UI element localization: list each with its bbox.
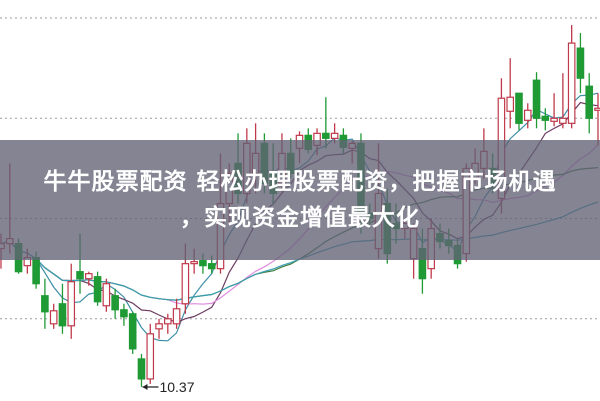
candle-down [576, 47, 585, 79]
candle-down [41, 295, 49, 313]
candle-up [172, 308, 181, 325]
candle-down [128, 313, 137, 350]
candle-down [76, 271, 84, 280]
candle-down [120, 309, 128, 318]
candle-up [506, 96, 515, 112]
candle-up [181, 263, 190, 305]
candle-down [515, 92, 523, 124]
candle-up [102, 283, 111, 307]
candle-down [322, 132, 330, 139]
candle-up [84, 273, 93, 280]
candle-down [199, 260, 207, 267]
candle-up [67, 281, 76, 327]
candle-down [32, 257, 40, 285]
candle-down [541, 115, 550, 121]
candle-up [559, 117, 567, 124]
headline-line-2: ，实现资金增值最大化 [180, 205, 420, 231]
candle-down [585, 85, 594, 119]
candle-up [594, 107, 600, 111]
candle-down [58, 303, 67, 327]
candle-up [550, 117, 558, 122]
candle-up [164, 318, 172, 325]
headline-banner: 牛牛股票配资 轻松办理股票配资，把握市场机遇 ，实现资金增值最大化 [0, 140, 600, 260]
candle-down [532, 79, 541, 119]
headline-line-1: 牛牛股票配资 轻松办理股票配资，把握市场机遇 [43, 169, 557, 195]
candle-up [567, 42, 576, 124]
candle-down [93, 276, 102, 303]
candle-down [111, 295, 119, 311]
low-price-label: 10.37 [159, 379, 194, 395]
candle-down [137, 358, 146, 380]
candle-up [146, 333, 155, 380]
candle-up [523, 109, 532, 121]
candle-down [207, 263, 216, 270]
low-arrow-head-icon [142, 383, 148, 390]
candle-up [190, 261, 198, 265]
candle-up [49, 310, 58, 325]
candle-up [330, 132, 339, 139]
candle-up [155, 323, 163, 330]
